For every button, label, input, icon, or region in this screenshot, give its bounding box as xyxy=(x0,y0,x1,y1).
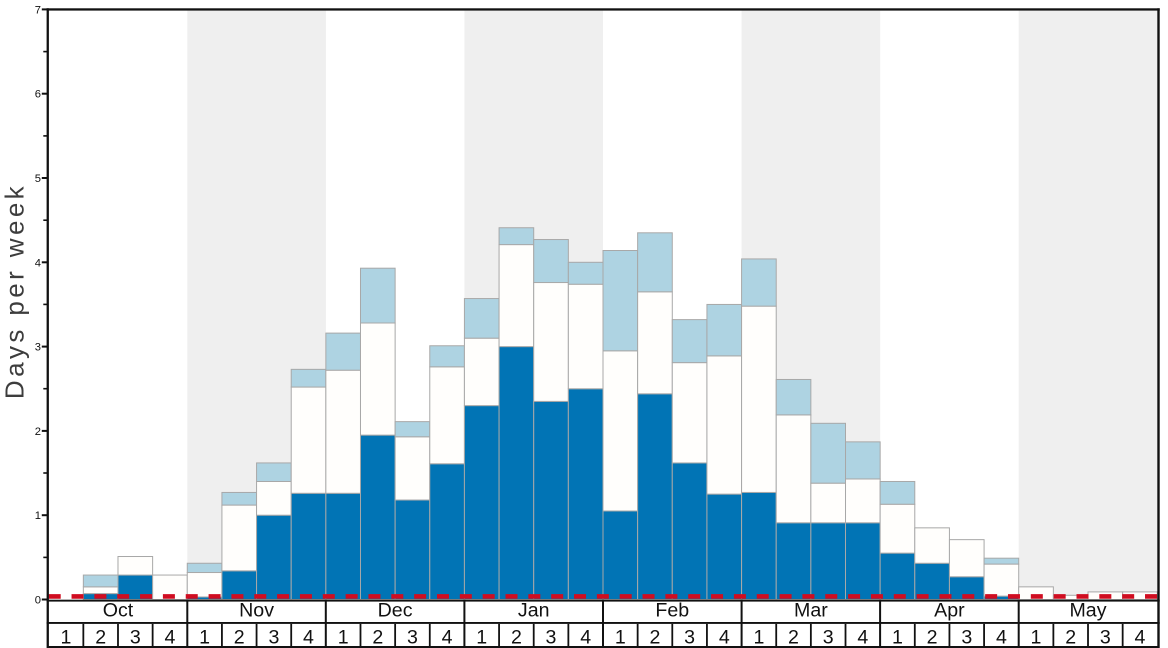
svg-text:4: 4 xyxy=(442,627,453,648)
svg-text:4: 4 xyxy=(580,627,591,648)
svg-text:1: 1 xyxy=(1031,627,1042,648)
svg-text:1: 1 xyxy=(338,627,349,648)
svg-text:5: 5 xyxy=(35,173,41,185)
svg-text:6: 6 xyxy=(35,89,41,101)
svg-text:2: 2 xyxy=(511,627,522,648)
svg-text:7: 7 xyxy=(35,4,41,16)
svg-text:2: 2 xyxy=(372,627,383,648)
svg-text:2: 2 xyxy=(234,627,245,648)
svg-text:3: 3 xyxy=(130,627,141,648)
svg-text:3: 3 xyxy=(407,627,418,648)
svg-text:1: 1 xyxy=(35,510,41,522)
svg-text:Jan: Jan xyxy=(518,599,550,621)
svg-text:2: 2 xyxy=(95,627,106,648)
svg-text:2: 2 xyxy=(650,627,661,648)
svg-text:4: 4 xyxy=(996,627,1007,648)
svg-text:2: 2 xyxy=(927,627,938,648)
svg-text:3: 3 xyxy=(823,627,834,648)
svg-text:1: 1 xyxy=(615,627,626,648)
svg-text:4: 4 xyxy=(35,257,41,269)
svg-text:3: 3 xyxy=(35,342,41,354)
svg-text:Dec: Dec xyxy=(378,599,413,621)
svg-text:1: 1 xyxy=(892,627,903,648)
svg-text:Feb: Feb xyxy=(655,599,689,621)
svg-text:Oct: Oct xyxy=(103,599,134,621)
svg-text:4: 4 xyxy=(303,627,314,648)
svg-text:2: 2 xyxy=(1065,627,1076,648)
svg-text:3: 3 xyxy=(1100,627,1111,648)
svg-text:Nov: Nov xyxy=(239,599,274,621)
svg-text:4: 4 xyxy=(719,627,730,648)
svg-text:4: 4 xyxy=(857,627,868,648)
svg-text:1: 1 xyxy=(199,627,210,648)
svg-text:Apr: Apr xyxy=(934,599,965,621)
svg-text:Days per week: Days per week xyxy=(0,183,30,399)
svg-text:0: 0 xyxy=(35,595,41,607)
svg-text:3: 3 xyxy=(961,627,972,648)
svg-text:4: 4 xyxy=(165,627,176,648)
svg-text:3: 3 xyxy=(546,627,557,648)
svg-text:2: 2 xyxy=(35,426,41,438)
svg-text:1: 1 xyxy=(753,627,764,648)
svg-text:May: May xyxy=(1069,599,1106,621)
svg-text:3: 3 xyxy=(684,627,695,648)
svg-text:3: 3 xyxy=(268,627,279,648)
svg-text:1: 1 xyxy=(61,627,72,648)
svg-text:2: 2 xyxy=(788,627,799,648)
svg-text:Mar: Mar xyxy=(794,599,828,621)
svg-text:1: 1 xyxy=(476,627,487,648)
svg-text:4: 4 xyxy=(1135,627,1146,648)
